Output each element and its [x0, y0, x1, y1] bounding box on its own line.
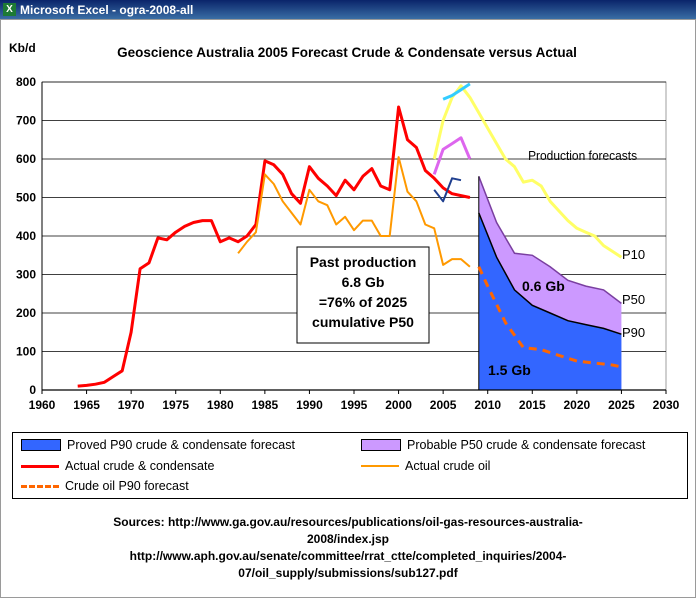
legend-item-actual-cc: Actual crude & condensate	[21, 459, 214, 473]
x-tick-label: 1975	[162, 398, 189, 412]
upper-forecast-line	[442, 82, 471, 101]
y-tick-label: 200	[16, 306, 36, 320]
excel-icon: X	[3, 3, 16, 16]
x-tick-label: 1965	[73, 398, 100, 412]
actual-crude-condensate-line	[77, 105, 471, 388]
x-tick-label: 2030	[653, 398, 680, 412]
proved-p90-edge	[478, 212, 622, 335]
x-tick-label: 2010	[474, 398, 501, 412]
window-title-bar: X Microsoft Excel - ogra-2008-all	[0, 0, 696, 19]
y-tick-label: 400	[16, 229, 36, 243]
legend-swatch-actual-cc	[21, 464, 59, 468]
x-tick-label: 2005	[430, 398, 457, 412]
chart-title: Geoscience Australia 2005 Forecast Crude…	[117, 45, 577, 60]
legend-item-actual-oil: Actual crude oil	[361, 459, 490, 473]
sources-line2: 2008/index.jsp	[306, 532, 390, 546]
x-tick-label: 2020	[564, 398, 591, 412]
past-production-line4: cumulative P50	[312, 314, 414, 330]
legend-label-actual-cc: Actual crude & condensate	[65, 459, 215, 473]
legend-swatch-actual-oil	[361, 465, 399, 467]
past-production-box: Past production 6.8 Gb =76% of 2025 cumu…	[296, 246, 430, 344]
p50-early-forecast-line	[432, 136, 472, 175]
x-tick-label: 2025	[608, 398, 635, 412]
x-tick-label: 1995	[341, 398, 368, 412]
legend-item-oil-p90: Crude oil P90 forecast	[21, 479, 189, 493]
x-tick-label: 2000	[385, 398, 412, 412]
production-forecasts-label: Production forecasts	[528, 149, 637, 164]
x-tick-label: 1970	[118, 398, 145, 412]
p10-label: P10	[622, 247, 645, 262]
x-tick-label: 2015	[519, 398, 546, 412]
window-title: Microsoft Excel - ogra-2008-all	[20, 2, 194, 17]
past-production-line2: 6.8 Gb	[342, 274, 385, 290]
proved-p90-area	[478, 212, 622, 390]
legend-label-oil-p90: Crude oil P90 forecast	[65, 479, 189, 493]
x-tick-label: 1980	[207, 398, 234, 412]
y-tick-label: 300	[16, 268, 36, 282]
legend-label-proved: Proved P90 crude & condensate forecast	[67, 438, 295, 452]
past-production-line1: Past production	[310, 254, 417, 270]
sources-line4: 07/oil_supply/submissions/sub127.pdf	[238, 566, 458, 580]
x-tick-label: 1985	[252, 398, 279, 412]
x-tick-label: 1960	[29, 398, 56, 412]
sources-line1: Sources: http://www.ga.gov.au/resources/…	[113, 515, 583, 529]
p10-forecast-line	[432, 84, 623, 259]
chart-legend: Proved P90 crude & condensate forecast P…	[12, 432, 688, 499]
y-tick-label: 800	[16, 75, 36, 89]
gb-15-label: 1.5 Gb	[488, 362, 531, 378]
y-axis-label: Kb/d	[9, 41, 36, 55]
legend-label-probable: Probable P50 crude & condensate forecast	[407, 438, 646, 452]
p90-early-forecast-line	[433, 177, 462, 203]
legend-swatch-proved	[21, 439, 61, 451]
legend-item-probable: Probable P50 crude & condensate forecast	[361, 438, 645, 452]
legend-item-proved: Proved P90 crude & condensate forecast	[21, 438, 295, 452]
legend-label-actual-oil: Actual crude oil	[405, 459, 491, 473]
actual-crude-oil-line	[237, 156, 471, 268]
y-tick-label: 100	[16, 345, 36, 359]
gb-06-label: 0.6 Gb	[522, 278, 565, 294]
y-tick-label: 0	[29, 383, 36, 397]
p50-label: P50	[622, 292, 645, 307]
past-production-line3: =76% of 2025	[319, 294, 408, 310]
legend-swatch-probable	[361, 439, 401, 451]
probable-p50-edge	[478, 176, 622, 304]
chart-area: Geoscience Australia 2005 Forecast Crude…	[9, 41, 680, 412]
sources-line3: http://www.aph.gov.au/senate/committee/r…	[129, 549, 567, 563]
y-tick-label: 500	[16, 191, 36, 205]
y-tick-label: 700	[16, 114, 36, 128]
crude-oil-p90-forecast-line	[477, 266, 622, 369]
legend-swatch-oil-p90	[21, 484, 59, 488]
sources-note: Sources: http://www.ga.gov.au/resources/…	[0, 514, 696, 582]
y-tick-label: 600	[16, 152, 36, 166]
p90-label: P90	[622, 325, 645, 340]
x-tick-label: 1990	[296, 398, 323, 412]
